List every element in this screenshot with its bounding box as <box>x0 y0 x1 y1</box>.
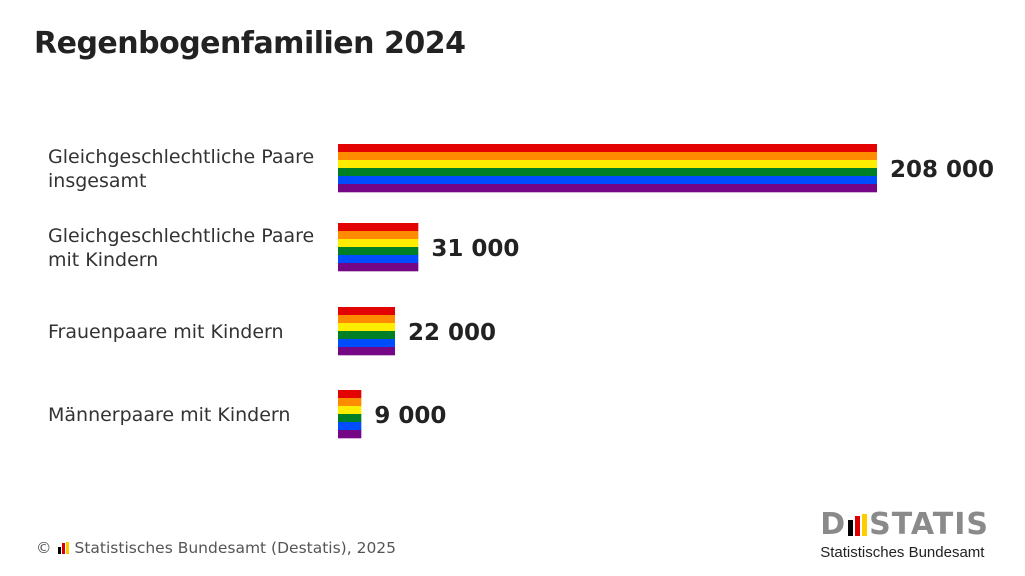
category-label: Frauenpaare mit Kindern <box>48 321 284 343</box>
category-label-line: mit Kindern <box>48 249 158 271</box>
bar-stripe <box>338 247 419 256</box>
category-label-line: Männerpaare mit Kindern <box>48 404 290 426</box>
bar <box>338 144 877 193</box>
bar-stripe <box>338 231 419 240</box>
bar-stripe <box>338 307 396 316</box>
source-text: Statistisches Bundesamt (Destatis), 2025 <box>74 539 397 557</box>
bar-stripe <box>338 406 362 415</box>
bar-stripe <box>338 422 362 431</box>
bar <box>338 223 419 272</box>
bar-stripe <box>338 184 877 193</box>
bar-stripe <box>338 263 419 272</box>
value-label: 9 000 <box>374 403 446 429</box>
destatis-logo: D STATIS Statistisches Bundesamt <box>820 510 989 562</box>
bar-stripe <box>338 430 362 439</box>
page-title: Regenbogenfamilien 2024 <box>34 26 466 61</box>
bar <box>338 307 396 356</box>
bar-stripe <box>338 390 362 399</box>
category-label-line: insgesamt <box>48 170 146 192</box>
category-label: Gleichgeschlechtliche Paare mit Kindern <box>48 225 314 271</box>
category-label-line: Frauenpaare mit Kindern <box>48 321 284 343</box>
bar-stripe <box>338 331 396 340</box>
value-label: 31 000 <box>431 236 519 262</box>
footer-source: © Statistisches Bundesamt (Destatis), 20… <box>36 539 396 557</box>
bar-stripe <box>338 255 419 264</box>
destatis-wordmark: D STATIS <box>820 510 989 540</box>
copyright-symbol: © <box>36 539 52 557</box>
bar-stripe <box>338 168 877 177</box>
category-label: Männerpaare mit Kindern <box>48 404 290 426</box>
category-label-line: Gleichgeschlechtliche Paare <box>48 146 314 168</box>
value-label: 22 000 <box>408 320 496 346</box>
bar-stripe <box>338 414 362 423</box>
category-label-line: Gleichgeschlechtliche Paare <box>48 225 314 247</box>
wordmark-d: D <box>820 507 847 542</box>
value-label: 208 000 <box>890 157 994 183</box>
bar-stripe <box>338 339 396 348</box>
destatis-mini-logo-icon <box>57 542 69 554</box>
wordmark-statis: STATIS <box>869 507 989 542</box>
bar-chart: Gleichgeschlechtliche Paare insgesamt 208 … <box>48 144 994 439</box>
bar-stripe <box>338 160 877 169</box>
bar-stripe <box>338 347 396 356</box>
bar-stripe <box>338 323 396 332</box>
bar-stripe <box>338 223 419 232</box>
brand-subtitle: Statistisches Bundesamt <box>820 544 985 561</box>
bar-stripe <box>338 144 877 153</box>
bar-stripe <box>338 398 362 407</box>
bar-stripe <box>338 315 396 324</box>
german-flag-bars-icon <box>848 514 868 536</box>
bar-stripe <box>338 176 877 185</box>
bar <box>338 390 362 439</box>
category-label: Gleichgeschlechtliche Paare insgesamt <box>48 146 314 192</box>
bar-stripe <box>338 152 877 161</box>
bar-stripe <box>338 239 419 248</box>
